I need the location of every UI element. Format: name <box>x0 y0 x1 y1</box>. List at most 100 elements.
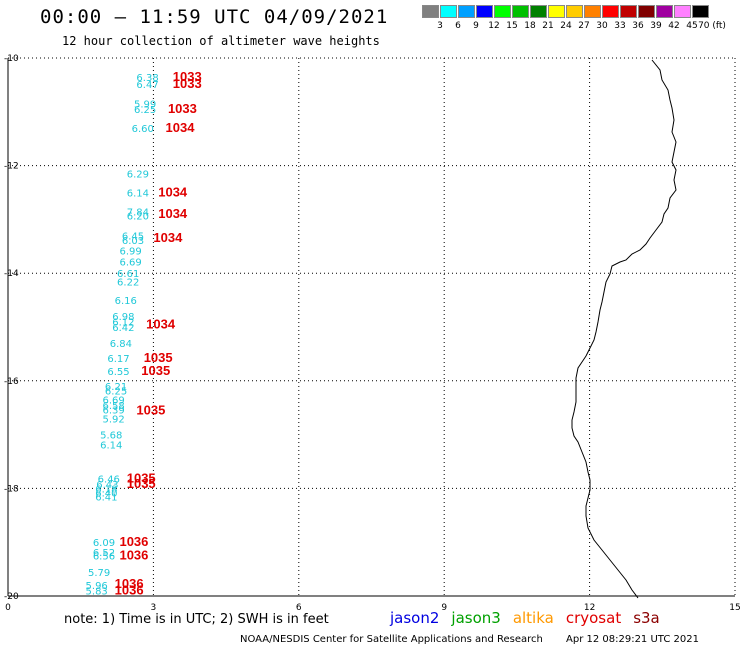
pressure-label: 1034 <box>146 316 176 331</box>
pressure-label: 1036 <box>115 583 144 598</box>
wave-height-label: 6.29 <box>127 170 149 181</box>
pressure-label: 1034 <box>166 120 196 135</box>
color-scale-label: 36 <box>632 21 644 31</box>
wave-height-label: 6.55 <box>107 367 129 378</box>
color-scale-label: 12 <box>488 21 500 31</box>
pressure-label: 1035 <box>136 402 165 417</box>
color-swatch <box>422 5 439 18</box>
color-scale-label: 3 <box>437 21 443 31</box>
mission-altika: altika <box>512 609 554 627</box>
lat-tick-label: -14 <box>4 269 19 279</box>
wave-height-label: 6.45 <box>122 232 144 243</box>
footer-note: note: 1) Time is in UTC; 2) SWH is in fe… <box>64 612 329 627</box>
lon-tick-label: 6 <box>296 603 302 613</box>
pressure-label: 1034 <box>158 185 188 200</box>
color-swatch <box>674 5 691 18</box>
color-swatch <box>692 5 709 18</box>
lat-tick-label: -12 <box>4 162 19 172</box>
pressure-label: 1035 <box>141 363 170 378</box>
color-swatch <box>476 5 493 18</box>
wave-height-label: 6.03 <box>122 236 144 247</box>
wave-height-label: 5.83 <box>86 587 108 598</box>
wave-height-label: 5.92 <box>103 414 125 425</box>
color-swatch <box>548 5 565 18</box>
wave-height-label: 6.17 <box>107 354 129 365</box>
wave-height-label: 6.09 <box>93 538 115 549</box>
color-swatch <box>494 5 511 18</box>
wave-height-label: 6.56 <box>93 552 115 563</box>
wave-height-label: 6.58 <box>103 401 125 412</box>
color-swatch <box>638 5 655 18</box>
wave-height-label: 6.60 <box>132 124 154 135</box>
lon-tick-label: 12 <box>584 603 595 613</box>
mission-jason2: jason2 <box>390 609 440 627</box>
color-swatch <box>584 5 601 18</box>
color-swatch <box>512 5 529 18</box>
pressure-label: 1034 <box>153 230 183 245</box>
page-subtitle: 12 hour collection of altimeter wave hei… <box>62 34 380 48</box>
wave-height-label: 6.41 <box>95 492 117 503</box>
color-swatch <box>458 5 475 18</box>
mission-cryosat: cryosat <box>565 609 622 627</box>
color-scale-label: 6 <box>455 21 461 31</box>
pressure-label: 1036 <box>119 548 148 563</box>
color-scale-label: 39 <box>650 21 662 31</box>
wave-height-labels: 6.386.475.996.256.606.296.147.846.206.45… <box>86 69 202 598</box>
wave-height-label: 6.25 <box>134 105 156 116</box>
map-axis-labels: -10 -12 -14 -16 -18 -200 3 6 9 12 15 <box>4 54 740 613</box>
wave-height-label: 5.68 <box>100 431 122 442</box>
lat-tick-label: -18 <box>4 484 19 494</box>
color-scale-label: 15 <box>506 21 518 31</box>
wave-height-label: 5.79 <box>88 568 110 579</box>
wave-height-label: 6.40 <box>95 489 117 500</box>
mission-jason3: jason3 <box>451 609 501 627</box>
pressure-label: 1035 <box>127 476 156 491</box>
lat-tick-label: -16 <box>4 377 19 387</box>
wave-height-label: 6.69 <box>103 396 125 407</box>
wave-height-label: 6.39 <box>103 405 125 416</box>
mission-legend: jason2 jason3 altika cryosat s3a <box>390 609 672 627</box>
color-scale-labels: 3 6 9 12 15 18 21 24 27 30 33 36 39 42 45 70 (ft) <box>422 21 740 33</box>
wave-height-label: 6.98 <box>112 312 134 323</box>
lat-tick-label: -10 <box>4 54 19 64</box>
wave-height-label: 5.99 <box>134 100 156 111</box>
wave-height-label: 6.18 <box>95 484 117 495</box>
coastline <box>571 59 677 599</box>
lon-tick-label: 0 <box>5 603 11 613</box>
wave-height-label: 6.69 <box>119 257 141 268</box>
pressure-label: 1033 <box>173 69 202 84</box>
pressure-label: 1033 <box>173 76 202 91</box>
pressure-label: 1035 <box>127 471 156 486</box>
color-scale-bar <box>422 5 710 18</box>
lon-tick-label: 9 <box>441 603 447 613</box>
color-scale-label: 24 <box>560 21 572 31</box>
color-scale-label: 45 <box>686 21 698 31</box>
color-scale-label: 27 <box>578 21 590 31</box>
wave-height-label: 6.43 <box>96 480 118 491</box>
wave-height-label: 6.99 <box>119 247 141 258</box>
page-title: 00:00 — 11:59 UTC 04/09/2021 <box>40 6 389 28</box>
color-swatch <box>656 5 673 18</box>
color-scale-label: 21 <box>542 21 554 31</box>
wave-height-label: 6.14 <box>100 440 122 451</box>
wave-height-label: 6.22 <box>117 277 139 288</box>
color-scale-label: 9 <box>473 21 479 31</box>
color-scale-label: 70 (ft) <box>698 21 726 31</box>
wave-height-label: 5.96 <box>86 581 108 592</box>
pressure-label: 1035 <box>144 350 173 365</box>
color-scale-label: 42 <box>668 21 680 31</box>
wave-height-label: 6.52 <box>93 548 115 559</box>
footer-credit: NOAA/NESDIS Center for Satellite Applica… <box>240 634 543 645</box>
pressure-label: 1036 <box>119 534 148 549</box>
wave-height-label: 6.42 <box>112 323 134 334</box>
lon-tick-label: 15 <box>729 603 740 613</box>
wave-height-label: 6.20 <box>127 212 149 223</box>
color-swatch <box>530 5 547 18</box>
wave-height-label: 6.14 <box>127 189 149 200</box>
lon-tick-label: 3 <box>151 603 157 613</box>
wave-height-label: 6.38 <box>136 73 158 84</box>
color-scale-label: 18 <box>524 21 536 31</box>
color-swatch <box>566 5 583 18</box>
wave-height-label: 6.47 <box>136 80 158 91</box>
